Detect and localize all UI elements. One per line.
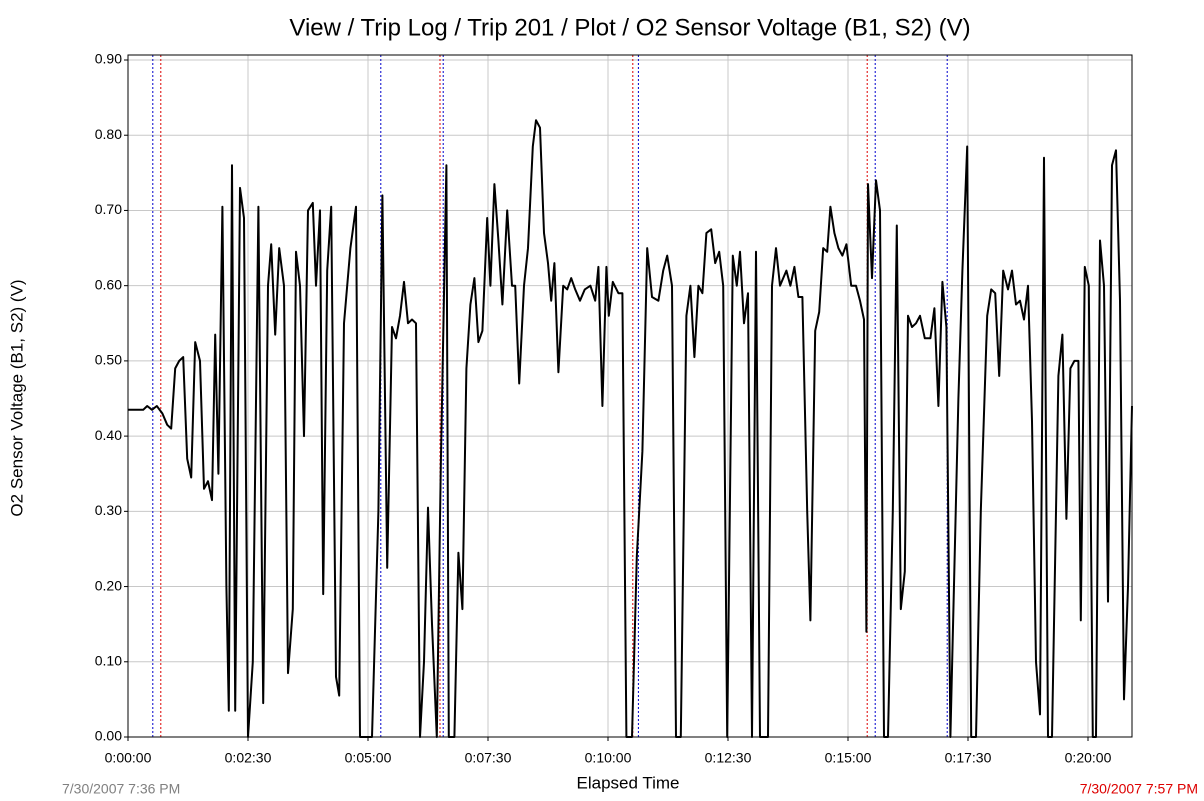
x-tick-label: 0:00:00: [105, 750, 152, 766]
chart-title: View / Trip Log / Trip 201 / Plot / O2 S…: [289, 14, 970, 41]
y-tick-label: 0.50: [95, 352, 122, 368]
y-tick-label: 0.10: [95, 652, 122, 668]
y-tick-label: 0.90: [95, 51, 122, 67]
y-tick-label: 0.70: [95, 201, 122, 217]
x-tick-label: 0:20:00: [1065, 750, 1112, 766]
x-tick-label: 0:12:30: [705, 750, 752, 766]
y-tick-label: 0.40: [95, 427, 122, 443]
data-line: [128, 119, 1133, 738]
end-time: 7/30/2007 7:57 PM: [1080, 781, 1198, 797]
y-tick-label: 0.20: [95, 577, 122, 593]
x-tick-label: 0:02:30: [225, 750, 272, 766]
plot-frame: [127, 54, 1133, 738]
x-tick-label: 0:07:30: [465, 750, 512, 766]
x-tick-label: 0:05:00: [345, 750, 392, 766]
y-tick-label: 0.60: [95, 276, 122, 292]
x-tick-label: 0:17:30: [945, 750, 992, 766]
x-tick-label: 0:10:00: [585, 750, 632, 766]
x-axis-label: Elapsed Time: [577, 773, 680, 792]
start-time: 7/30/2007 7:36 PM: [62, 781, 180, 797]
x-tick-label: 0:15:00: [825, 750, 872, 766]
y-axis-label: O2 Sensor Voltage (B1, S2) (V): [7, 279, 26, 516]
y-tick-label: 0.80: [95, 126, 122, 142]
y-tick-label: 0.00: [95, 728, 122, 744]
y-tick-label: 0.30: [95, 502, 122, 518]
